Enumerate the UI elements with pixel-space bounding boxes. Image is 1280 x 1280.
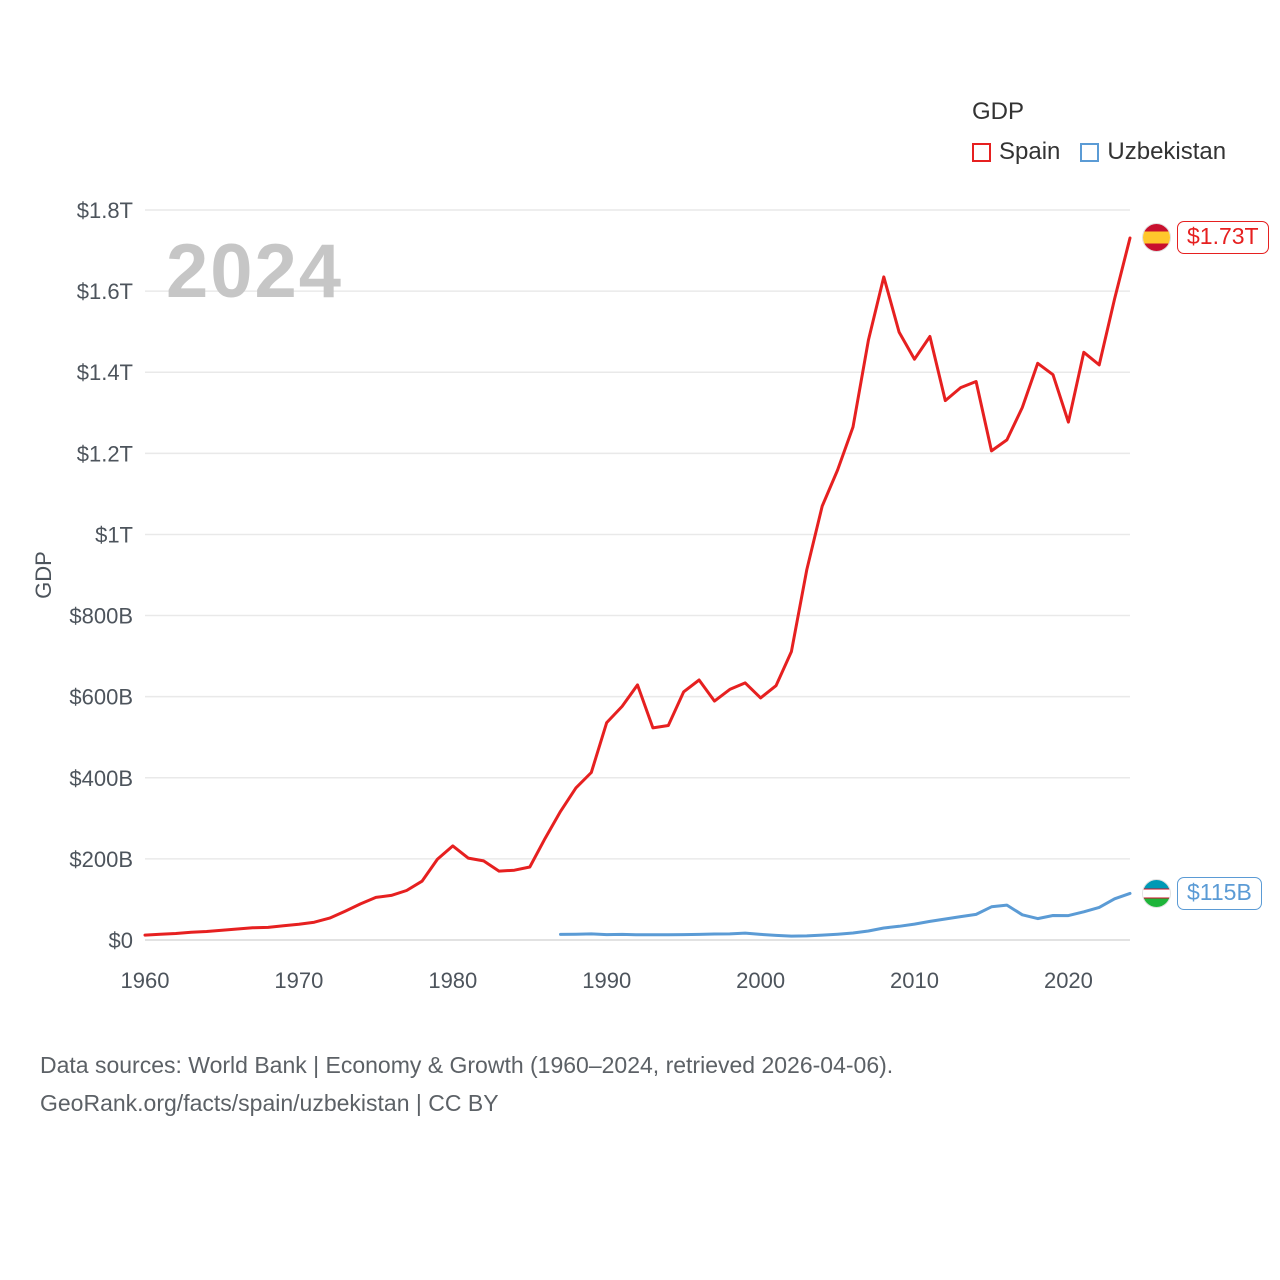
y-tick-label: $1.4T [77,360,133,385]
y-axis-title: GDP [31,551,56,599]
x-tick-label: 1990 [582,968,631,993]
uzbekistan-flag-icon [1143,879,1170,907]
legend-item-uzbekistan-label: Uzbekistan [1107,138,1227,165]
y-tick-label: $1.8T [77,198,133,223]
y-tick-label: $0 [109,928,133,953]
chart-footer: Data sources: World Bank | Economy & Gro… [40,1046,893,1122]
x-tick-label: 2020 [1044,968,1093,993]
spain-series-swatch-icon [972,142,991,162]
uzbekistan-series-swatch-icon [1080,142,1100,162]
x-tick-label: 1970 [274,968,323,993]
end-label-uzbekistan: $115B [1143,876,1262,910]
legend: GDP Spain Uzbekistan [972,98,1226,166]
y-tick-label: $200B [69,847,133,872]
footer-attribution: GeoRank.org/facts/spain/uzbekistan | CC … [40,1090,499,1116]
legend-items: Spain Uzbekistan [972,138,1226,166]
legend-item-spain-label: Spain [999,138,1061,165]
y-tick-label: $1.6T [77,279,133,304]
x-tick-label: 2000 [736,968,785,993]
spain-end-value: $1.73T [1177,221,1269,255]
y-tick-label: $400B [69,766,133,791]
legend-item-uzbekistan[interactable]: Uzbekistan [1080,138,1226,166]
y-tick-label: $1.2T [77,441,133,466]
series-line-uzbekistan [559,891,1132,938]
x-tick-label: 2010 [890,968,939,993]
y-tick-label: $800B [69,604,133,629]
series-line-spain [143,236,1132,937]
x-tick-label: 1980 [428,968,477,993]
legend-item-spain[interactable]: Spain [972,138,1060,166]
footer-data-sources: Data sources: World Bank | Economy & Gro… [40,1052,894,1078]
year-watermark: 2024 [166,229,344,314]
end-label-spain: $1.73T [1143,221,1269,255]
y-tick-label: $1T [95,522,133,547]
spain-flag-icon [1143,224,1170,252]
uzbekistan-end-value: $115B [1177,876,1262,910]
gdp-line-chart: $0 $200B $400B $600B $800B $1T $1.2T $1.4T $1.6T… [69,198,1132,993]
legend-title: GDP [972,98,1025,125]
y-tick-label: $600B [69,685,133,710]
x-tick-label: 1960 [121,968,170,993]
